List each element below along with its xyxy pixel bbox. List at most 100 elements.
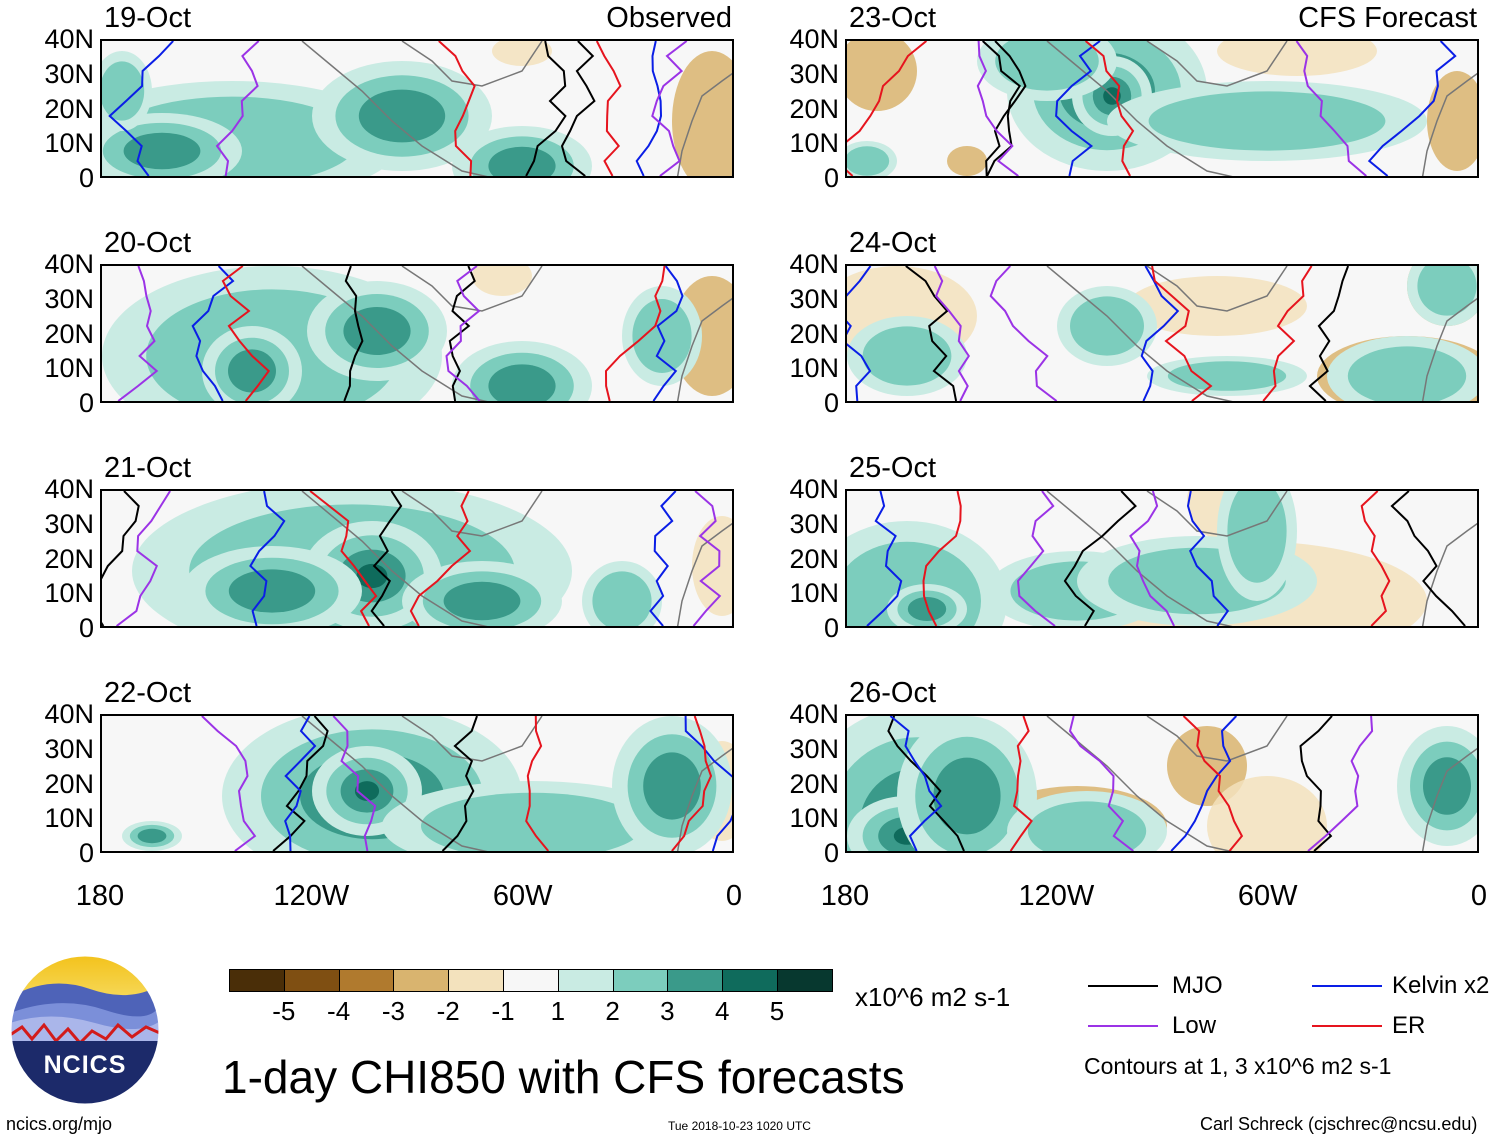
contour-mjo bbox=[905, 266, 958, 401]
y-tick-label: 40N bbox=[44, 699, 94, 729]
positive-anomaly-shade bbox=[354, 781, 380, 801]
positive-anomaly-shade bbox=[847, 146, 890, 176]
y-tick-label: 40N bbox=[789, 249, 839, 279]
positive-anomaly-shade bbox=[228, 349, 276, 393]
y-tick-label: 0 bbox=[823, 838, 839, 868]
x-tick-label: 180 bbox=[820, 880, 870, 912]
contour-mjo bbox=[1308, 266, 1350, 401]
positive-anomaly-shade bbox=[1070, 296, 1144, 356]
panel-date-label: 26-Oct bbox=[849, 677, 937, 709]
contour-er bbox=[604, 266, 666, 401]
contour-low bbox=[332, 716, 377, 851]
map-field-21-oct bbox=[102, 491, 732, 626]
y-tick-label: 30N bbox=[44, 58, 94, 89]
contour-low bbox=[976, 41, 1019, 176]
map-field-19-oct bbox=[102, 41, 732, 176]
contour-er bbox=[1182, 716, 1244, 851]
y-tick-label: 40N bbox=[789, 24, 839, 54]
contour-low bbox=[1307, 716, 1374, 851]
contour-mjo bbox=[102, 491, 140, 626]
legend-line-kelvin bbox=[1312, 985, 1382, 987]
y-tick-label: 20N bbox=[789, 543, 839, 574]
positive-anomaly-shade bbox=[102, 61, 145, 121]
negative-anomaly-shade bbox=[1427, 71, 1477, 171]
colorbar-swatch bbox=[283, 969, 340, 992]
contour-kelvin-x2 bbox=[1186, 491, 1230, 626]
colorbar-swatch bbox=[722, 969, 778, 992]
contour-er bbox=[525, 716, 550, 851]
map-panel-20-oct bbox=[100, 264, 734, 403]
contour-mjo bbox=[560, 41, 596, 176]
contour-mjo bbox=[887, 716, 965, 851]
y-tick-label: 30N bbox=[44, 508, 94, 539]
colorbar-tick-label: -2 bbox=[436, 996, 460, 1026]
y-tick-label: 20N bbox=[789, 93, 839, 124]
y-tick-label: 0 bbox=[78, 163, 94, 193]
colorbar-swatch bbox=[503, 969, 559, 992]
x-tick-label: 60W bbox=[1237, 880, 1298, 912]
colorbar-swatch bbox=[393, 969, 450, 992]
contour-low bbox=[201, 716, 257, 851]
x-tick-label: 180 bbox=[75, 880, 125, 912]
map-field-24-oct bbox=[847, 266, 1477, 401]
map-panel-25-oct bbox=[845, 489, 1479, 628]
legend-label-mjo: MJO bbox=[1172, 972, 1223, 999]
ncics-logo: NCICS bbox=[10, 955, 160, 1105]
x-tick-label: 0 bbox=[725, 880, 743, 912]
contour-er bbox=[1009, 716, 1033, 851]
positive-anomaly-shade bbox=[488, 364, 556, 401]
footer-url-link[interactable]: ncics.org/mjo bbox=[6, 1114, 113, 1134]
y-tick-label: 40N bbox=[44, 24, 94, 54]
y-tick-label: 0 bbox=[823, 388, 839, 418]
contour-low bbox=[215, 41, 260, 176]
x-tick-label: 120W bbox=[1018, 880, 1095, 912]
positive-anomaly-shade bbox=[592, 571, 652, 626]
map-field-22-oct bbox=[122, 716, 732, 851]
colorbar-swatch bbox=[667, 969, 724, 992]
contour-low bbox=[445, 266, 481, 401]
positive-anomaly-shade bbox=[995, 41, 1099, 91]
y-tick-label: 10N bbox=[789, 578, 839, 609]
panel-date-label: 19-Oct bbox=[104, 2, 192, 34]
y-tick-label: 30N bbox=[789, 283, 839, 314]
colorbar-swatch bbox=[557, 969, 614, 992]
contour-mjo bbox=[343, 266, 364, 401]
contour-er bbox=[671, 716, 713, 851]
positive-anomaly-shade bbox=[933, 757, 1001, 835]
observed-label: Observed bbox=[606, 2, 732, 34]
y-tick-label: 40N bbox=[789, 474, 839, 504]
contour-er bbox=[847, 41, 928, 176]
contour-low bbox=[1295, 41, 1367, 176]
panel-date-label: 22-Oct bbox=[104, 677, 192, 709]
map-field-25-oct bbox=[847, 491, 1477, 626]
y-tick-label: 40N bbox=[789, 699, 839, 729]
y-tick-label: 0 bbox=[78, 838, 94, 868]
contour-low bbox=[933, 266, 970, 401]
coastline bbox=[301, 716, 732, 851]
colorbar-tick-label: 4 bbox=[714, 996, 730, 1026]
map-panel-23-oct bbox=[845, 39, 1479, 178]
colorbar-swatch bbox=[338, 969, 395, 992]
coastline bbox=[301, 266, 732, 401]
positive-anomaly-shade bbox=[123, 132, 201, 170]
positive-anomaly-shade bbox=[862, 326, 952, 386]
contour-mjo bbox=[272, 716, 329, 851]
negative-anomaly-shade bbox=[1207, 776, 1327, 851]
colorbar-tick-label: -5 bbox=[272, 996, 296, 1026]
positive-anomaly-shade bbox=[643, 752, 701, 820]
contour-mjo bbox=[441, 716, 478, 851]
y-tick-label: 20N bbox=[44, 768, 94, 799]
contour-er bbox=[438, 41, 476, 176]
coastline bbox=[1046, 491, 1477, 626]
y-tick-label: 20N bbox=[44, 543, 94, 574]
coastline bbox=[1046, 266, 1477, 401]
negative-anomaly-shade bbox=[472, 266, 532, 296]
colorbar-swatch bbox=[448, 969, 504, 992]
positive-anomaly-shade bbox=[1347, 346, 1467, 401]
y-tick-label: 10N bbox=[44, 578, 94, 609]
logo-text: NCICS bbox=[43, 1051, 127, 1079]
positive-anomaly-shade bbox=[488, 146, 556, 176]
y-tick-label: 10N bbox=[44, 353, 94, 384]
contour-kelvin-x2 bbox=[249, 491, 286, 626]
colorbar-tick-label: -4 bbox=[327, 996, 351, 1026]
